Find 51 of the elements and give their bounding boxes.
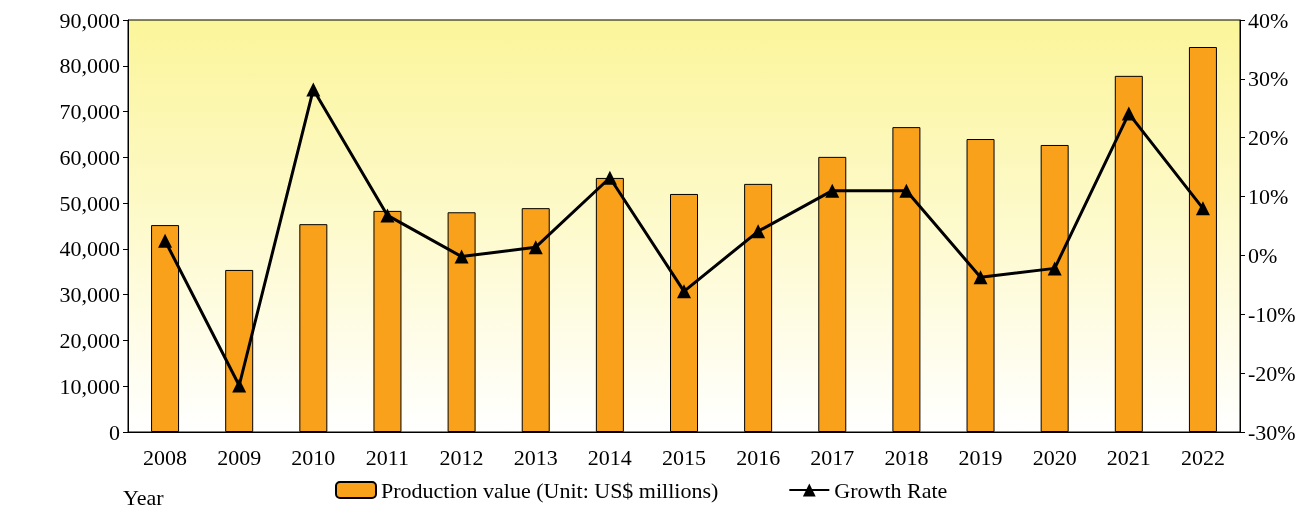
y-tick-label: 90,000: [59, 7, 120, 33]
y-tick-label: 40,000: [59, 236, 120, 262]
y2-tick-label: -20%: [1248, 360, 1296, 386]
y-tick-label: 20,000: [59, 327, 120, 353]
y-tick-label: 10,000: [59, 373, 120, 399]
y-tick-label: 70,000: [59, 99, 120, 125]
point: [454, 249, 469, 264]
y2-tick-label: 10%: [1248, 184, 1289, 210]
y2-tick-label: 0%: [1248, 242, 1278, 268]
x-tick-label: 2022: [1180, 444, 1225, 470]
x-tick-label: 2012: [439, 444, 484, 470]
point: [602, 170, 617, 185]
x-tick-label: 2015: [662, 444, 706, 470]
x-tick-label: 2018: [884, 444, 929, 470]
y2-tick-label: 20%: [1248, 125, 1289, 151]
x-tick-label: 2013: [513, 444, 558, 470]
point: [973, 270, 988, 285]
x-tick-label: 2016: [736, 444, 781, 470]
legend-label: Production value (Unit: US$ millions): [381, 477, 719, 503]
x-tick-label: 2019: [958, 444, 1003, 470]
y2-tick-label: 30%: [1248, 66, 1289, 92]
legend-label: Growth Rate: [834, 477, 948, 503]
x-tick-label: 2008: [143, 444, 188, 470]
x-tick-label: 2020: [1032, 444, 1077, 470]
x-tick-label: 2017: [810, 444, 855, 470]
y2-tick-label: -30%: [1248, 419, 1296, 445]
point: [899, 183, 914, 198]
y-tick-label: 0: [109, 419, 120, 445]
y-tick-label: 80,000: [59, 53, 120, 79]
point: [677, 284, 691, 299]
point: [751, 224, 766, 239]
x-axis-title: Year: [123, 484, 165, 510]
point: [528, 240, 543, 255]
point: [158, 233, 173, 248]
x-tick-label: 2014: [587, 444, 632, 470]
point: [825, 183, 840, 198]
x-tick-label: 2011: [365, 444, 410, 470]
point: [306, 82, 321, 97]
point: [1195, 201, 1210, 216]
point: [1121, 106, 1136, 121]
point: [1047, 261, 1062, 276]
x-tick-label: 2021: [1106, 444, 1151, 470]
x-tick-label: 2009: [217, 444, 262, 470]
y-tick-label: 30,000: [59, 282, 120, 308]
y-tick-label: 60,000: [59, 144, 120, 170]
y2-tick-label: 40%: [1248, 7, 1289, 33]
y2-tick-label: -10%: [1248, 301, 1296, 327]
point: [232, 378, 247, 393]
y-tick-label: 50,000: [59, 190, 120, 216]
x-tick-label: 2010: [291, 444, 336, 470]
point: [380, 208, 395, 223]
